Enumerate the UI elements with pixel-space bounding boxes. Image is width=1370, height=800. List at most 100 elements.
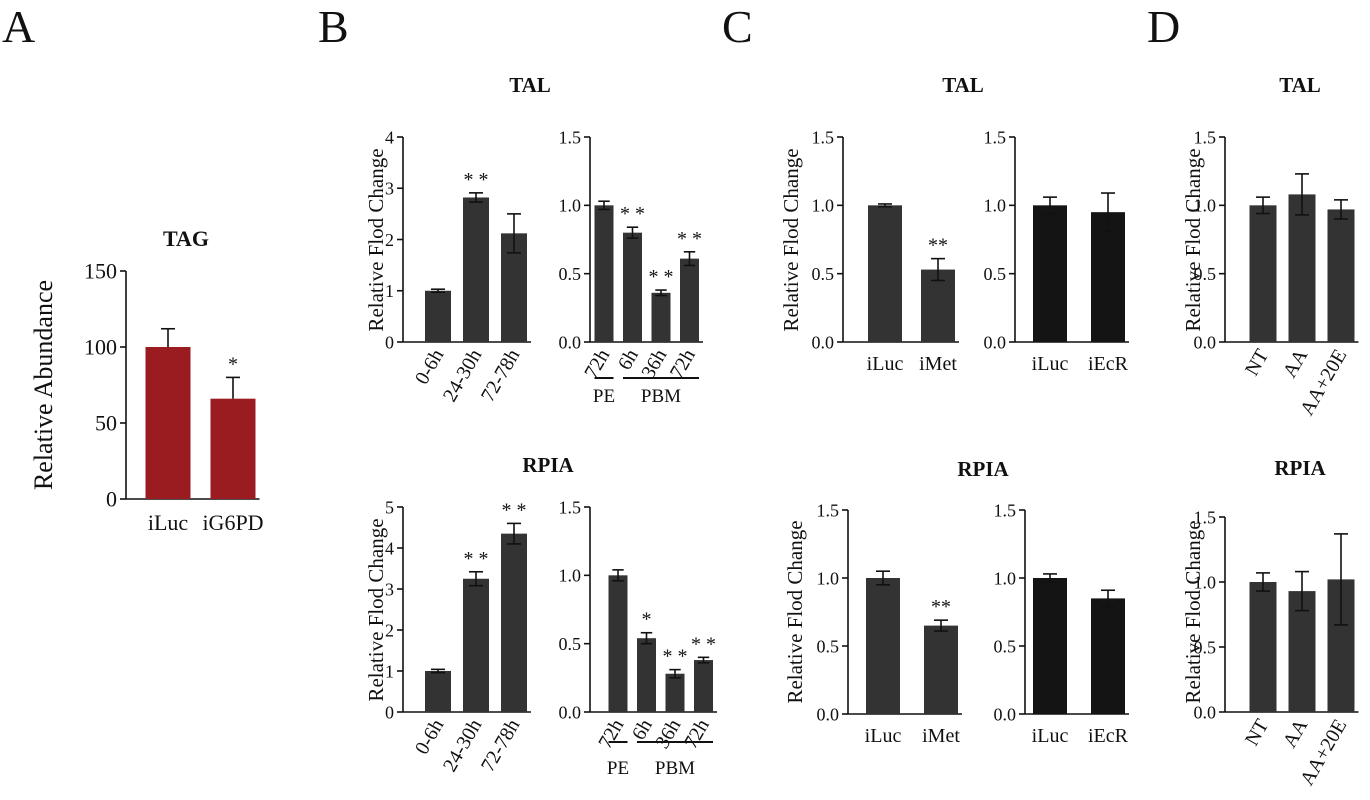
bar bbox=[1091, 212, 1125, 342]
significance-marker: ** bbox=[928, 235, 948, 257]
chart-title: TAL bbox=[942, 73, 984, 97]
y-tick-label: 5 bbox=[385, 497, 394, 517]
significance-marker: * * bbox=[677, 228, 702, 250]
x-tick-label: 72h bbox=[594, 716, 628, 753]
y-tick-label: 0.0 bbox=[559, 702, 582, 722]
y-tick-label: 1.5 bbox=[1194, 507, 1217, 527]
y-tick-label: 0.0 bbox=[1194, 702, 1217, 722]
y-tick-label: 1.0 bbox=[812, 196, 835, 216]
y-tick-label: 1.5 bbox=[817, 500, 840, 520]
x-tick-label: iLuc bbox=[148, 510, 189, 535]
y-tick-label: 0.0 bbox=[994, 704, 1017, 724]
y-tick-label: 4 bbox=[385, 127, 394, 147]
x-tick-label: 72-78h bbox=[477, 346, 524, 406]
significance-marker: * * bbox=[663, 646, 688, 668]
x-tick-label: iLuc bbox=[867, 353, 904, 375]
bar bbox=[1091, 598, 1125, 714]
y-tick-label: 1.0 bbox=[1194, 572, 1217, 592]
bar bbox=[924, 625, 958, 714]
bar bbox=[425, 671, 451, 712]
x-tick-label: AA bbox=[1279, 715, 1313, 751]
y-tick-label: 1.5 bbox=[812, 127, 835, 147]
group-label: PE bbox=[593, 386, 615, 407]
x-tick-label: 36h bbox=[637, 346, 671, 383]
bar bbox=[594, 205, 614, 342]
bar bbox=[501, 533, 527, 712]
chart-title: RPIA bbox=[957, 457, 1009, 481]
y-tick-label: 1.0 bbox=[984, 196, 1007, 216]
significance-marker: * * bbox=[691, 633, 716, 655]
y-axis-label: Relative Flod Change bbox=[364, 518, 388, 701]
panel-letter-d: D bbox=[1147, 1, 1180, 52]
bar bbox=[665, 673, 685, 712]
y-tick-label: 0 bbox=[385, 702, 394, 722]
y-tick-label: 0.5 bbox=[994, 636, 1017, 656]
significance-marker: * bbox=[228, 353, 238, 375]
significance-marker: * * bbox=[464, 169, 489, 191]
chart-c-rpia-1: RPIA Relative Flod Change 0.0 0.5 1.0 1.5 iLuc… bbox=[783, 457, 1009, 747]
bar bbox=[608, 575, 628, 712]
x-tick-label: NT bbox=[1241, 346, 1273, 380]
y-tick-label: 0 bbox=[106, 487, 117, 512]
y-axis-label: Relative Flod Change bbox=[364, 148, 388, 331]
y-tick-label: 1 bbox=[385, 281, 394, 301]
significance-marker: * * bbox=[620, 203, 645, 225]
bar bbox=[868, 205, 902, 342]
group-label: PE bbox=[607, 758, 629, 779]
bar bbox=[145, 347, 191, 499]
y-tick-label: 0.5 bbox=[1194, 637, 1217, 657]
bar bbox=[651, 292, 671, 342]
x-tick-label: 0-6h bbox=[411, 346, 448, 389]
y-tick-label: 100 bbox=[84, 335, 117, 360]
y-tick-label: 0.0 bbox=[812, 332, 835, 352]
chart-title: TAG bbox=[163, 226, 209, 251]
group-label: PBM bbox=[655, 758, 695, 779]
y-tick-label: 50 bbox=[95, 411, 117, 436]
y-tick-label: 1.5 bbox=[559, 127, 582, 147]
x-tick-label: iMet bbox=[922, 725, 960, 747]
bar bbox=[694, 660, 713, 712]
bar bbox=[1288, 194, 1316, 342]
chart-c-rpia-2: 0.0 0.5 1.0 1.5 iLuc iEcR bbox=[994, 500, 1129, 747]
significance-marker: * * bbox=[649, 266, 674, 288]
y-tick-label: 0.5 bbox=[817, 636, 840, 656]
bar bbox=[1033, 578, 1067, 714]
x-tick-label: 72h bbox=[680, 716, 714, 753]
y-tick-label: 0.0 bbox=[559, 332, 582, 352]
x-tick-label: iG6PD bbox=[202, 510, 263, 535]
y-tick-label: 4 bbox=[385, 538, 394, 558]
chart-c-tal-1: TAL Relative Flod Change 0.0 0.5 1.0 1.5 iLuc *… bbox=[779, 73, 984, 375]
x-tick-label: AA bbox=[1279, 345, 1313, 381]
x-tick-label: iLuc bbox=[865, 725, 902, 747]
y-tick-label: 1.0 bbox=[559, 566, 582, 586]
x-tick-label: iLuc bbox=[1032, 353, 1069, 375]
significance-marker: * bbox=[642, 609, 652, 631]
bar bbox=[921, 269, 955, 342]
significance-marker: * * bbox=[502, 499, 527, 521]
x-tick-label: NT bbox=[1241, 716, 1273, 750]
y-axis-label: Relative Abundance bbox=[29, 280, 58, 490]
y-tick-label: 1.5 bbox=[984, 127, 1007, 147]
y-tick-label: 0.5 bbox=[559, 264, 582, 284]
bar bbox=[1249, 582, 1277, 712]
y-tick-label: 1 bbox=[385, 661, 394, 681]
y-tick-label: 2 bbox=[385, 620, 394, 640]
y-tick-label: 1.0 bbox=[817, 568, 840, 588]
y-tick-label: 0.0 bbox=[817, 704, 840, 724]
y-axis-label: Relative Flod Change bbox=[783, 520, 807, 703]
panel-letter-c: C bbox=[722, 1, 753, 52]
x-tick-label: 72h bbox=[666, 346, 700, 383]
bar bbox=[463, 578, 489, 712]
y-tick-label: 150 bbox=[84, 259, 117, 284]
panel-letter-b: B bbox=[318, 1, 349, 52]
bar bbox=[463, 197, 489, 342]
y-tick-label: 1.0 bbox=[994, 568, 1017, 588]
chart-title: RPIA bbox=[522, 453, 574, 477]
y-tick-label: 1.5 bbox=[1194, 127, 1217, 147]
y-tick-label: 0.5 bbox=[1194, 264, 1217, 284]
